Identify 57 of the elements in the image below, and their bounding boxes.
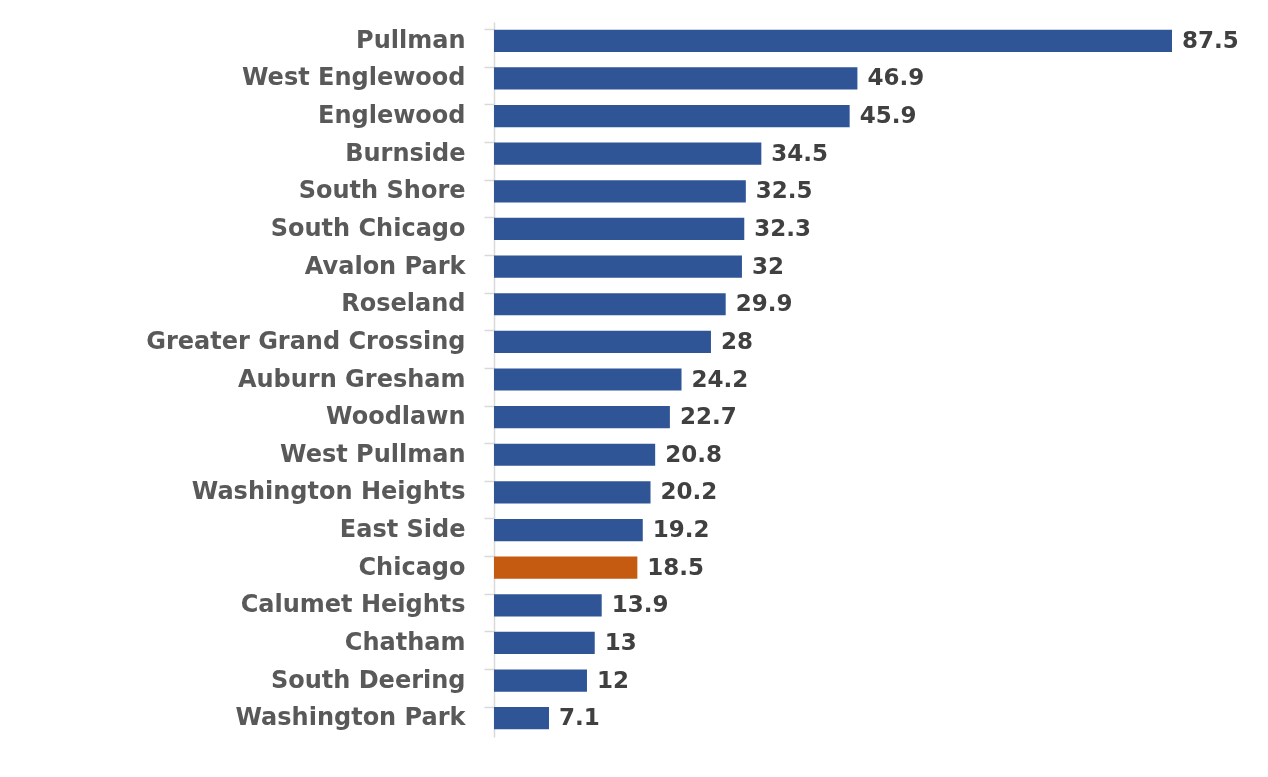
y-tick-label: Avalon Park — [304, 251, 467, 280]
bar — [494, 707, 550, 730]
data-label: 34.5 — [771, 139, 829, 166]
y-tick-label: Englewood — [318, 101, 466, 130]
bar — [494, 67, 858, 90]
bar — [494, 142, 762, 165]
bar — [494, 406, 670, 429]
data-label: 32.3 — [754, 214, 812, 241]
data-label: 22.7 — [679, 403, 737, 430]
y-tick-label: South Chicago — [270, 213, 466, 242]
y-tick-label: West Pullman — [280, 439, 466, 468]
data-label: 29.9 — [735, 290, 793, 317]
bar — [494, 104, 850, 128]
y-tick-label: South Shore — [298, 176, 466, 205]
y-tick-label: Washington Park — [235, 703, 467, 732]
y-tick-label: East Side — [339, 515, 466, 544]
bar — [494, 330, 711, 353]
data-label: 87.5 — [1182, 26, 1239, 53]
bar — [494, 255, 742, 278]
bar — [494, 368, 682, 391]
y-tick-label: Roseland — [341, 289, 466, 318]
data-label: 18.5 — [647, 553, 705, 580]
data-label: 24.2 — [691, 365, 749, 392]
data-label: 20.8 — [665, 440, 722, 467]
y-tick-label: South Deering — [270, 665, 466, 694]
data-label: 19.2 — [652, 516, 710, 543]
bar — [494, 29, 1172, 52]
y-tick-label: Woodlawn — [326, 402, 466, 431]
data-label: 28 — [720, 327, 753, 354]
bar — [494, 631, 595, 655]
y-tick-label: Chatham — [344, 627, 466, 656]
bar — [494, 217, 745, 241]
y-tick-label: Burnside — [345, 138, 466, 167]
bar — [494, 518, 643, 542]
bar — [494, 669, 587, 692]
y-tick-label: Pullman — [356, 25, 466, 54]
data-label: 32 — [751, 252, 784, 279]
data-label: 20.2 — [660, 478, 718, 505]
bar — [494, 443, 656, 466]
y-tick-label: West Englewood — [242, 63, 466, 92]
data-label: 12 — [596, 666, 629, 693]
data-label: 32.5 — [755, 177, 813, 204]
y-tick-label: Auburn Gresham — [237, 364, 466, 393]
y-tick-label: Washington Heights — [191, 477, 466, 506]
bar — [494, 481, 651, 504]
data-label: 45.9 — [859, 102, 917, 129]
y-tick-label: Calumet Heights — [240, 590, 466, 619]
data-label: 46.9 — [867, 64, 925, 91]
bar — [494, 556, 638, 579]
data-label: 13 — [604, 628, 637, 655]
bar — [494, 594, 602, 617]
y-tick-label: Chicago — [358, 552, 466, 581]
y-tick-label: Greater Grand Crossing — [146, 326, 466, 355]
bar — [494, 293, 726, 316]
bar — [494, 180, 746, 203]
data-label: 7.1 — [559, 704, 600, 731]
data-label: 13.9 — [611, 591, 669, 618]
